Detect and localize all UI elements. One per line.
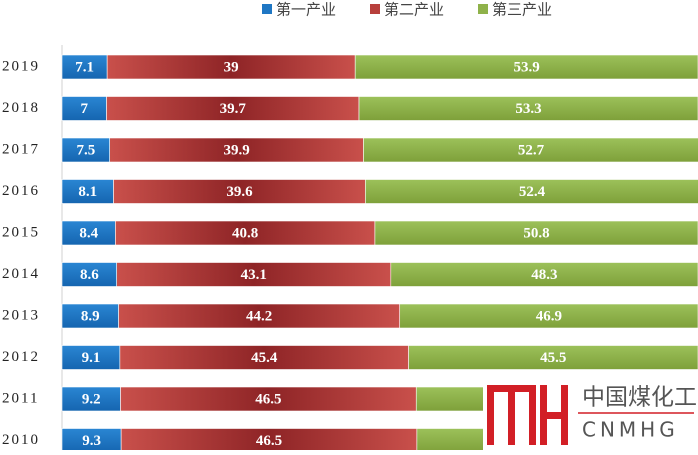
- data-label: 8.1: [78, 184, 97, 200]
- data-label: 53.3: [515, 101, 541, 117]
- bar-segment: [408, 345, 698, 370]
- data-label: 7.1: [75, 59, 94, 75]
- bar-segment: [61, 262, 117, 287]
- data-label: 9.1: [82, 350, 101, 366]
- data-label: 39.7: [220, 101, 247, 117]
- y-tick-label: 2017: [2, 141, 40, 157]
- data-label: 39.6: [226, 184, 253, 200]
- logo-code: CNMHG: [582, 418, 679, 442]
- data-label: 45.4: [251, 350, 278, 366]
- y-tick-label: 2013: [2, 307, 40, 323]
- bar-segment: [61, 428, 122, 453]
- logo-mark: [508, 385, 515, 445]
- y-tick-label: 2011: [2, 390, 39, 406]
- bar-segment: [61, 345, 121, 370]
- bar-segment: [374, 220, 698, 246]
- legend-swatch: [478, 4, 488, 14]
- y-tick-label: 2014: [2, 266, 40, 282]
- data-label: 8.4: [79, 225, 98, 241]
- y-tick-label: 2018: [2, 100, 40, 116]
- legend-swatch: [370, 4, 380, 14]
- data-label: 50.8: [523, 225, 549, 241]
- data-label: 53.9: [513, 59, 539, 75]
- bar-segment: [119, 345, 409, 370]
- legend-swatch: [262, 4, 272, 14]
- data-label: 7: [81, 101, 89, 117]
- legend-label: 第三产业: [492, 1, 552, 19]
- data-label: 52.7: [518, 142, 545, 158]
- y-tick-label: 2016: [2, 183, 40, 199]
- bar-segment: [358, 96, 698, 121]
- bar-segment: [106, 96, 360, 121]
- data-label: 48.3: [531, 267, 557, 283]
- bar-segment: [106, 54, 356, 80]
- data-label: 9.2: [82, 391, 101, 407]
- data-label: 39: [224, 59, 239, 75]
- data-label: 9.3: [82, 433, 101, 449]
- bar-segment: [365, 179, 698, 204]
- bar-segment: [61, 179, 114, 204]
- bar-segment: [115, 220, 376, 246]
- data-label: 7.5: [76, 142, 95, 158]
- legend-label: 第一产业: [276, 1, 336, 19]
- logo-mark: [487, 385, 536, 392]
- bar-segment: [399, 303, 698, 329]
- data-label: 39.9: [223, 142, 249, 158]
- logo-mark: [529, 385, 536, 445]
- bar-segment: [61, 303, 119, 329]
- logo-mark: [487, 385, 494, 445]
- data-label: 46.5: [256, 433, 282, 449]
- y-tick-label: 2010: [2, 432, 40, 448]
- bar-segment: [354, 54, 698, 80]
- data-label: 43.1: [241, 267, 267, 283]
- data-label: 46.5: [255, 391, 281, 407]
- bar-segment: [109, 137, 364, 163]
- bar-segment: [120, 386, 417, 412]
- data-label: 46.9: [536, 308, 562, 324]
- legend-label: 第二产业: [384, 1, 444, 19]
- logo-name: 中国煤化工: [582, 385, 697, 411]
- bar-segment: [120, 428, 418, 453]
- y-tick-label: 2019: [2, 58, 40, 74]
- data-label: 45.5: [540, 350, 566, 366]
- y-tick-label: 2012: [2, 349, 40, 365]
- bar-segment: [61, 137, 111, 163]
- logo-mark: [540, 412, 568, 419]
- logo: 中国煤化工 CNMHG: [483, 380, 698, 450]
- y-tick-label: 2015: [2, 224, 40, 240]
- data-label: 40.8: [232, 225, 258, 241]
- bar-segment: [61, 386, 121, 412]
- bar-segment: [363, 137, 698, 163]
- data-label: 44.2: [246, 308, 272, 324]
- bar-segment: [116, 262, 392, 287]
- data-label: 8.6: [80, 267, 99, 283]
- data-label: 52.4: [519, 184, 546, 200]
- bar-segment: [390, 262, 698, 287]
- data-label: 8.9: [81, 308, 100, 324]
- bar-segment: [61, 220, 116, 246]
- bar-segment: [61, 96, 107, 121]
- bar-segment: [118, 303, 401, 329]
